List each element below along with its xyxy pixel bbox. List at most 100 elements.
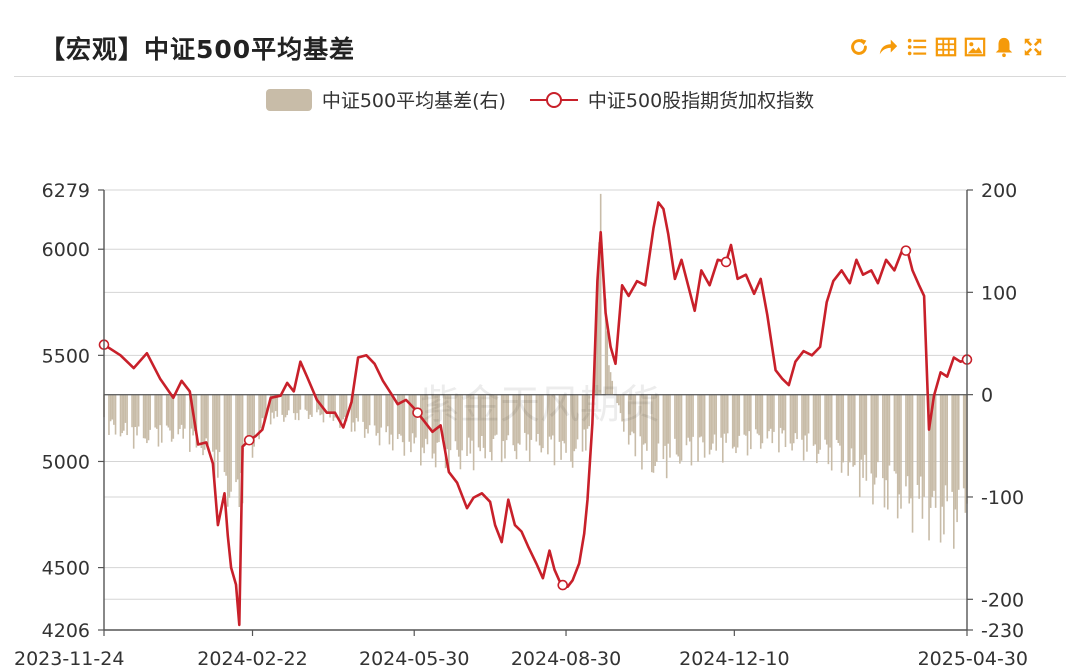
- basis-bar: [500, 394, 503, 463]
- basis-bar: [273, 394, 275, 419]
- basis-bar: [824, 394, 826, 440]
- x-tick-label: 2024-02-22: [197, 648, 307, 670]
- basis-bar: [283, 394, 285, 422]
- basis-bar: [819, 394, 821, 450]
- basis-bar: [738, 394, 741, 436]
- basis-bar: [132, 394, 135, 449]
- basis-bar: [461, 394, 463, 451]
- basis-bar: [735, 394, 737, 454]
- basis-bar: [327, 394, 330, 414]
- basis-bar: [619, 394, 622, 414]
- basis-bar: [456, 394, 458, 450]
- fullscreen-button[interactable]: [1022, 36, 1044, 58]
- basis-bar: [883, 394, 886, 508]
- basis-bar: [816, 394, 818, 464]
- basis-bar: [865, 394, 868, 481]
- basis-bar: [263, 394, 265, 421]
- basis-bar: [641, 394, 643, 470]
- basis-bar: [791, 394, 793, 451]
- basis-bar: [195, 394, 198, 448]
- basis-bar: [258, 394, 260, 440]
- table-icon: [935, 37, 957, 57]
- basis-bar: [184, 394, 186, 429]
- basis-bar: [657, 394, 660, 444]
- basis-bar: [773, 394, 775, 432]
- basis-bar: [778, 394, 780, 453]
- basis-bar: [357, 394, 359, 422]
- legend-item-basis[interactable]: 中证500平均基差(右): [265, 86, 506, 113]
- basis-bar: [299, 394, 302, 410]
- forward-button[interactable]: [877, 36, 899, 58]
- basis-bar: [631, 394, 633, 432]
- basis-bar: [860, 394, 863, 460]
- basis-bar: [311, 394, 313, 417]
- right-tick-label: -200: [981, 589, 1024, 611]
- basis-bar: [121, 394, 123, 434]
- basis-bar: [380, 394, 383, 428]
- basis-bar: [726, 394, 729, 434]
- basis-bar: [400, 394, 402, 436]
- basis-bar: [956, 394, 958, 523]
- basis-bar: [669, 394, 671, 458]
- basis-bar: [225, 394, 227, 476]
- basis-bar: [933, 394, 935, 491]
- basis-bar: [801, 394, 803, 440]
- x-tick-label: 2023-11-24: [14, 648, 124, 670]
- basis-bar: [921, 394, 924, 519]
- basis-bar: [113, 394, 115, 425]
- chart-legend: 中证500平均基差(右) 中证500股指期货加权指数: [0, 86, 1080, 113]
- basis-bar: [877, 394, 879, 463]
- save-image-button[interactable]: [964, 36, 986, 58]
- basis-bar: [919, 394, 922, 477]
- basis-bar: [514, 394, 516, 452]
- basis-bar: [515, 394, 518, 460]
- basis-bar: [609, 372, 612, 395]
- legend-item-index[interactable]: 中证500股指期货加权指数: [529, 86, 814, 113]
- basis-bar: [444, 394, 447, 469]
- basis-bar: [585, 394, 587, 451]
- basis-bar: [634, 394, 637, 457]
- basis-bar: [494, 394, 496, 436]
- basis-bar: [870, 394, 873, 474]
- basis-bar: [144, 394, 147, 439]
- basis-bars: [103, 193, 968, 549]
- list-button[interactable]: [906, 36, 928, 58]
- basis-bar: [761, 394, 764, 444]
- basis-bar: [471, 394, 473, 441]
- basis-bar: [436, 394, 439, 443]
- basis-bar: [284, 394, 287, 418]
- basis-bar: [109, 394, 112, 422]
- basis-bar: [783, 394, 785, 431]
- basis-bar: [951, 394, 953, 492]
- alert-button[interactable]: [993, 36, 1015, 58]
- basis-bar: [108, 394, 110, 435]
- basis-bar: [911, 394, 914, 533]
- basis-bar: [466, 394, 468, 456]
- basis-bar: [203, 394, 206, 450]
- refresh-button[interactable]: [848, 36, 870, 58]
- basis-bar: [746, 394, 749, 456]
- basis-bar: [459, 394, 462, 470]
- basis-bar: [957, 394, 960, 490]
- basis-bar: [888, 394, 891, 466]
- basis-bar: [898, 394, 901, 495]
- basis-bar: [852, 394, 854, 467]
- basis-bar: [154, 394, 156, 428]
- basis-bar: [363, 394, 366, 438]
- basis-bar: [835, 394, 838, 440]
- basis-bar: [929, 394, 932, 508]
- basis-bar: [692, 394, 694, 437]
- line-marker: [557, 579, 569, 591]
- basis-bar: [928, 394, 930, 541]
- basis-bar: [294, 394, 297, 420]
- basis-bar: [434, 394, 437, 468]
- line-marker: [900, 245, 912, 256]
- table-button[interactable]: [935, 36, 957, 58]
- basis-bar: [931, 394, 934, 498]
- basis-bar: [368, 394, 371, 426]
- basis-bar: [812, 394, 815, 446]
- basis-bar: [862, 394, 864, 478]
- basis-bar: [840, 394, 843, 473]
- basis-bar: [355, 394, 358, 419]
- basis-bar: [240, 394, 242, 474]
